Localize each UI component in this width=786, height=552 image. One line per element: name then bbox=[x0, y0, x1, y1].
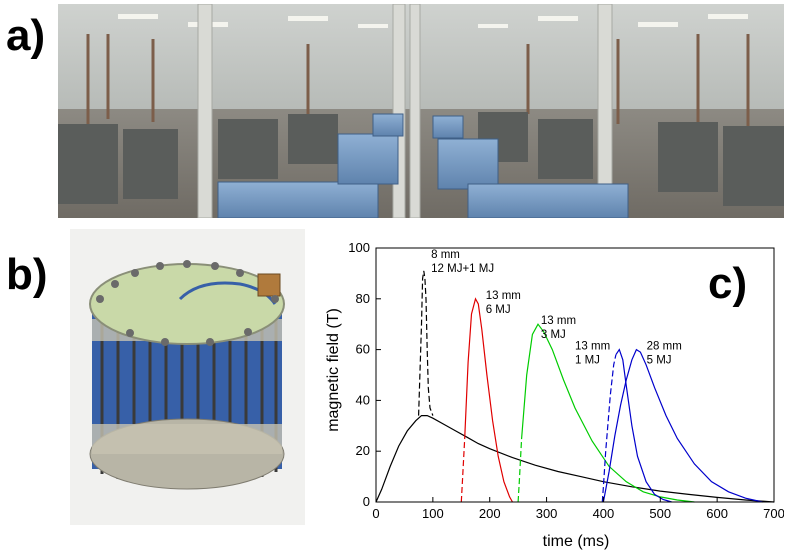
annotations: 8 mm 12 MJ+1 MJ 13 mm 6 MJ 13 mm 3 MJ 13 mm 1 M… bbox=[431, 249, 682, 366]
plot-area bbox=[375, 270, 775, 503]
y-tick-label: 20 bbox=[356, 443, 370, 458]
series-line-0 bbox=[375, 415, 775, 503]
annotation-label-1: 13 mm bbox=[486, 290, 521, 302]
annotation-label-2: 13 mm bbox=[541, 315, 576, 327]
y-tick-label: 60 bbox=[356, 342, 370, 357]
annotation-label-2: 3 MJ bbox=[541, 329, 566, 341]
series-line-4 bbox=[517, 438, 523, 503]
x-tick-label: 100 bbox=[422, 506, 444, 521]
annotation-label-0: 12 MJ+1 MJ bbox=[431, 263, 494, 275]
x-tick-label: 400 bbox=[593, 506, 615, 521]
series-line-2 bbox=[460, 438, 466, 503]
plot-frame bbox=[375, 247, 775, 503]
annotation-label-0: 8 mm bbox=[431, 249, 460, 261]
x-axis-ticks: 0 100 200 300 400 500 600 700 bbox=[372, 497, 784, 521]
x-tick-label: 500 bbox=[649, 506, 671, 521]
annotation-label-4: 5 MJ bbox=[647, 355, 672, 367]
y-tick-label: 0 bbox=[363, 494, 370, 509]
series-line-8 bbox=[602, 348, 763, 503]
y-axis-ticks: 0 20 40 60 80 100 bbox=[348, 240, 381, 509]
annotation-label-3: 1 MJ bbox=[575, 355, 600, 367]
x-axis-title: time (ms) bbox=[543, 533, 610, 550]
annotation-label-3: 13 mm bbox=[575, 341, 610, 353]
series-line-6 bbox=[601, 354, 617, 503]
x-tick-label: 700 bbox=[763, 506, 784, 521]
capacitor-hall-photo bbox=[58, 4, 784, 218]
y-axis-title: magnetic field (T) bbox=[325, 308, 342, 432]
series-line-7 bbox=[615, 348, 672, 503]
panel-label-a: a) bbox=[6, 11, 46, 60]
series-line-3 bbox=[464, 297, 514, 503]
x-tick-label: 0 bbox=[372, 506, 379, 521]
annotation-label-4: 28 mm bbox=[647, 341, 682, 353]
panel-label-c: c) bbox=[708, 259, 748, 308]
x-tick-label: 600 bbox=[706, 506, 728, 521]
x-tick-label: 200 bbox=[479, 506, 501, 521]
panel-label-b: b) bbox=[6, 250, 48, 299]
series-line-1 bbox=[418, 270, 434, 416]
magnetic-field-chart: 0 100 200 300 400 500 600 700 0 20 40 60 80 100 8 mm… bbox=[325, 240, 784, 550]
coil-photo bbox=[70, 229, 305, 525]
y-tick-label: 100 bbox=[348, 240, 370, 255]
series-line-5 bbox=[521, 323, 695, 503]
y-tick-label: 40 bbox=[356, 392, 370, 407]
annotation-label-1: 6 MJ bbox=[486, 304, 511, 316]
x-tick-label: 300 bbox=[536, 506, 558, 521]
axes bbox=[375, 247, 775, 503]
y-tick-label: 80 bbox=[356, 291, 370, 306]
